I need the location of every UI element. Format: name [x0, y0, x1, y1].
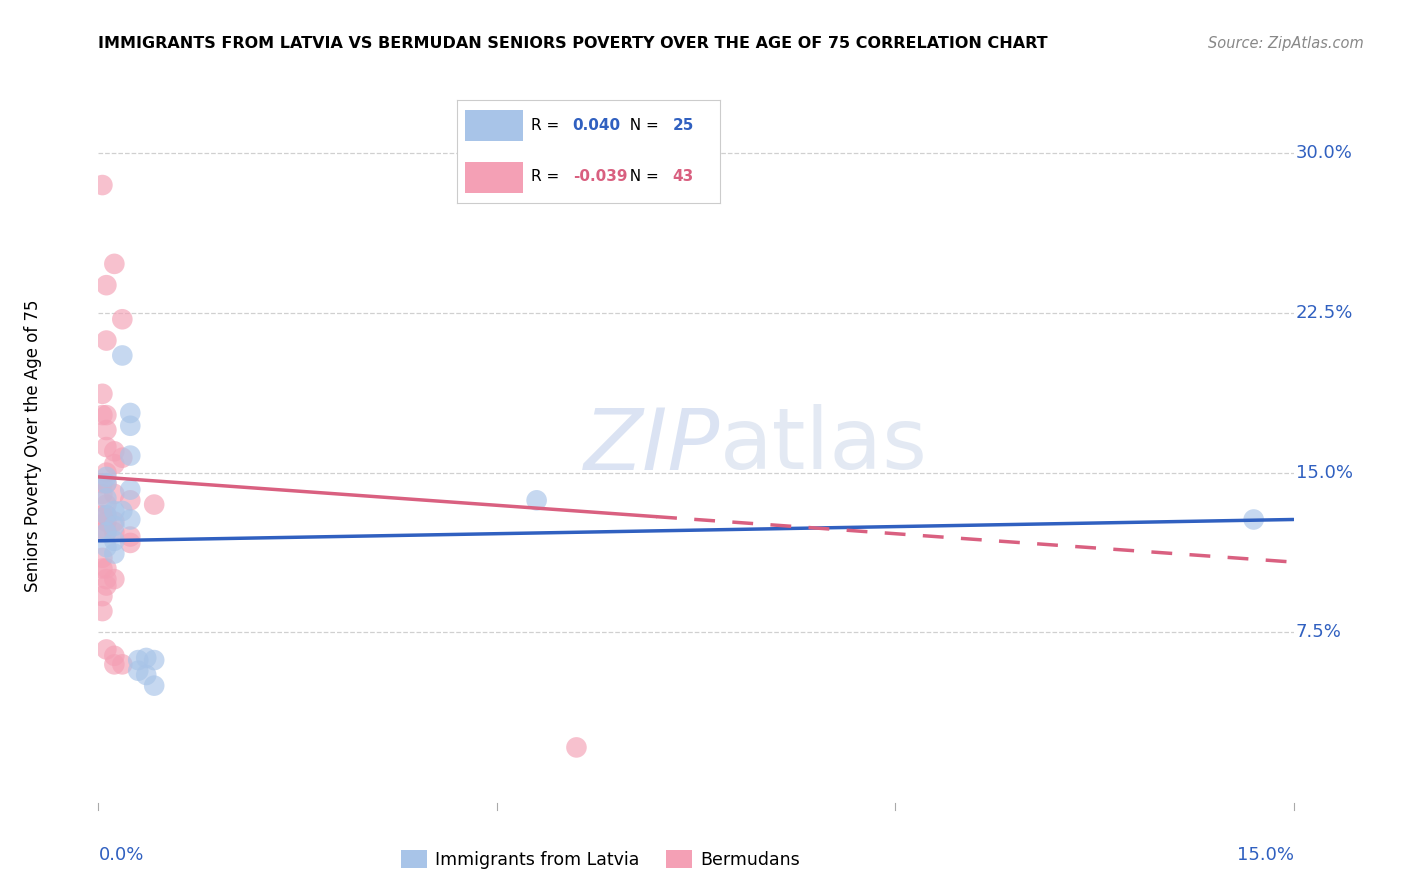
Point [103, 533, 125, 548]
Point [565, 740, 588, 755]
Point [91, 525, 114, 540]
Point [96, 491, 118, 506]
Point [91, 508, 114, 523]
Point [96, 525, 118, 540]
Point [96, 578, 118, 592]
Point [103, 257, 125, 271]
Text: IMMIGRANTS FROM LATVIA VS BERMUDAN SENIORS POVERTY OVER THE AGE OF 75 CORRELATIO: IMMIGRANTS FROM LATVIA VS BERMUDAN SENIO… [98, 36, 1047, 51]
Point [143, 498, 166, 512]
Point [120, 418, 142, 433]
Point [103, 519, 125, 533]
Point [91, 561, 114, 575]
Point [120, 493, 142, 508]
Point [96, 515, 118, 529]
Point [96, 508, 118, 523]
Point [91, 408, 114, 422]
Point [96, 540, 118, 554]
Point [111, 349, 134, 363]
Point [103, 657, 125, 672]
Point [91, 589, 114, 603]
Point [1243, 512, 1265, 526]
Text: ZIP: ZIP [583, 404, 720, 488]
Point [96, 572, 118, 586]
Legend: Immigrants from Latvia, Bermudans: Immigrants from Latvia, Bermudans [394, 844, 807, 876]
Point [96, 334, 118, 348]
Point [91, 386, 114, 401]
Text: atlas: atlas [720, 404, 928, 488]
Point [127, 664, 149, 678]
Point [111, 450, 134, 465]
Point [103, 487, 125, 501]
Point [120, 536, 142, 550]
Point [103, 525, 125, 540]
Text: Seniors Poverty Over the Age of 75: Seniors Poverty Over the Age of 75 [24, 300, 42, 592]
Point [91, 487, 114, 501]
Point [96, 423, 118, 437]
Point [135, 651, 157, 665]
Point [103, 444, 125, 458]
Point [103, 547, 125, 561]
Point [96, 498, 118, 512]
Point [143, 653, 166, 667]
Point [127, 653, 149, 667]
Point [96, 440, 118, 454]
Point [103, 648, 125, 663]
Point [96, 525, 118, 540]
Point [96, 466, 118, 480]
Point [96, 642, 118, 657]
Text: 22.5%: 22.5% [1296, 304, 1354, 322]
Point [91, 604, 114, 618]
Point [111, 504, 134, 518]
Point [120, 512, 142, 526]
Point [96, 508, 118, 523]
Point [135, 668, 157, 682]
Point [120, 449, 142, 463]
Point [120, 529, 142, 543]
Point [96, 561, 118, 575]
Point [96, 476, 118, 491]
Point [96, 476, 118, 491]
Point [103, 504, 125, 518]
Text: 15.0%: 15.0% [1236, 846, 1294, 863]
Point [91, 178, 114, 192]
Point [103, 515, 125, 529]
Text: 7.5%: 7.5% [1296, 624, 1341, 641]
Point [111, 657, 134, 672]
Point [96, 470, 118, 484]
Text: 15.0%: 15.0% [1296, 464, 1353, 482]
Point [143, 679, 166, 693]
Point [120, 483, 142, 497]
Point [91, 550, 114, 565]
Point [111, 312, 134, 326]
Point [103, 572, 125, 586]
Point [120, 406, 142, 420]
Text: 0.0%: 0.0% [98, 846, 143, 863]
Text: Source: ZipAtlas.com: Source: ZipAtlas.com [1208, 36, 1364, 51]
Text: 30.0%: 30.0% [1296, 145, 1353, 162]
Point [96, 408, 118, 422]
Point [96, 278, 118, 293]
Point [103, 457, 125, 471]
Point [91, 476, 114, 491]
Point [526, 493, 548, 508]
